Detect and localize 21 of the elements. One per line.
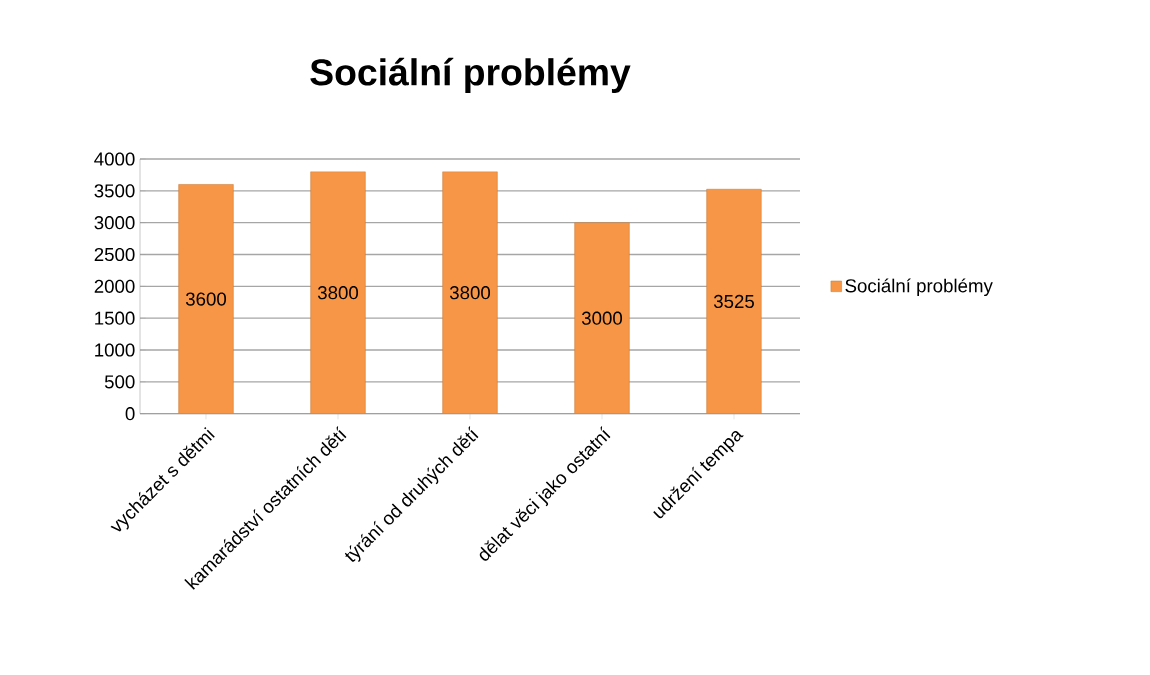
chart-title: Sociální problémy bbox=[310, 57, 631, 93]
y-tick-label: 0 bbox=[125, 407, 135, 421]
legend-label: Sociální problémy bbox=[845, 278, 993, 297]
y-tick-label: 4000 bbox=[94, 152, 135, 166]
data-label: 3600 bbox=[185, 292, 227, 306]
y-tick-label: 1500 bbox=[95, 311, 135, 325]
bar bbox=[178, 184, 234, 414]
y-tick-label: 3000 bbox=[94, 216, 135, 230]
data-label: 3000 bbox=[581, 311, 623, 325]
y-tick-label: 1000 bbox=[95, 343, 135, 357]
data-label: 3800 bbox=[317, 286, 359, 300]
y-tick-label: 500 bbox=[104, 375, 135, 389]
data-label: 3800 bbox=[449, 286, 491, 300]
bar bbox=[442, 171, 498, 414]
y-tick-label: 3500 bbox=[94, 184, 135, 198]
bar bbox=[310, 171, 366, 414]
data-label: 3525 bbox=[713, 294, 754, 309]
y-tick-label: 2500 bbox=[94, 247, 135, 262]
bar bbox=[706, 188, 762, 414]
bar bbox=[574, 222, 630, 414]
y-tick-label: 2000 bbox=[94, 279, 135, 293]
